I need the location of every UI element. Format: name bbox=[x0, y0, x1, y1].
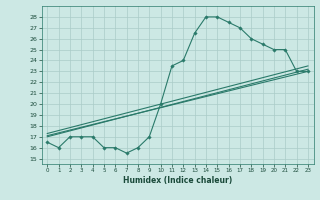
X-axis label: Humidex (Indice chaleur): Humidex (Indice chaleur) bbox=[123, 176, 232, 185]
